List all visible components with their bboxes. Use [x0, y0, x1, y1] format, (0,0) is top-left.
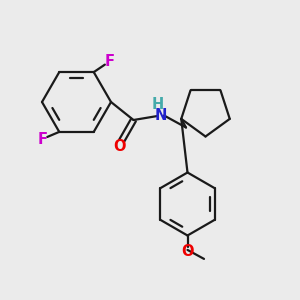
Text: F: F	[38, 132, 48, 147]
Text: H: H	[152, 97, 164, 112]
Text: O: O	[114, 139, 126, 154]
Text: F: F	[104, 54, 114, 69]
Text: O: O	[181, 244, 194, 259]
Text: N: N	[154, 108, 167, 123]
